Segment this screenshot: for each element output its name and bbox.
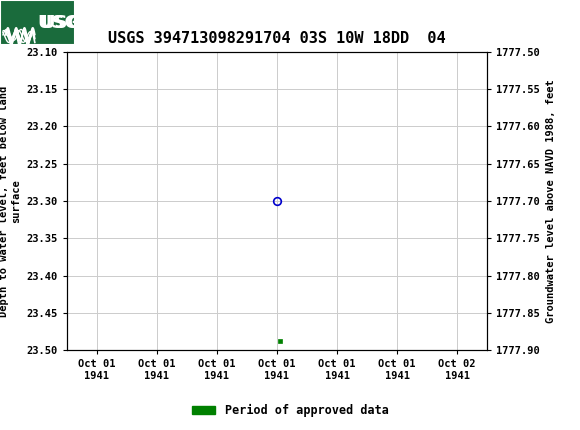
Y-axis label: Depth to water level, feet below land
surface: Depth to water level, feet below land su… [0, 86, 21, 316]
Text: USGS: USGS [38, 14, 93, 31]
Text: USGS: USGS [41, 14, 96, 31]
Legend: Period of approved data: Period of approved data [187, 399, 393, 422]
Title: USGS 394713098291704 03S 10W 18DD  04: USGS 394713098291704 03S 10W 18DD 04 [108, 31, 446, 46]
Y-axis label: Groundwater level above NAVD 1988, feet: Groundwater level above NAVD 1988, feet [546, 79, 556, 323]
Bar [0, 0, 75, 45]
